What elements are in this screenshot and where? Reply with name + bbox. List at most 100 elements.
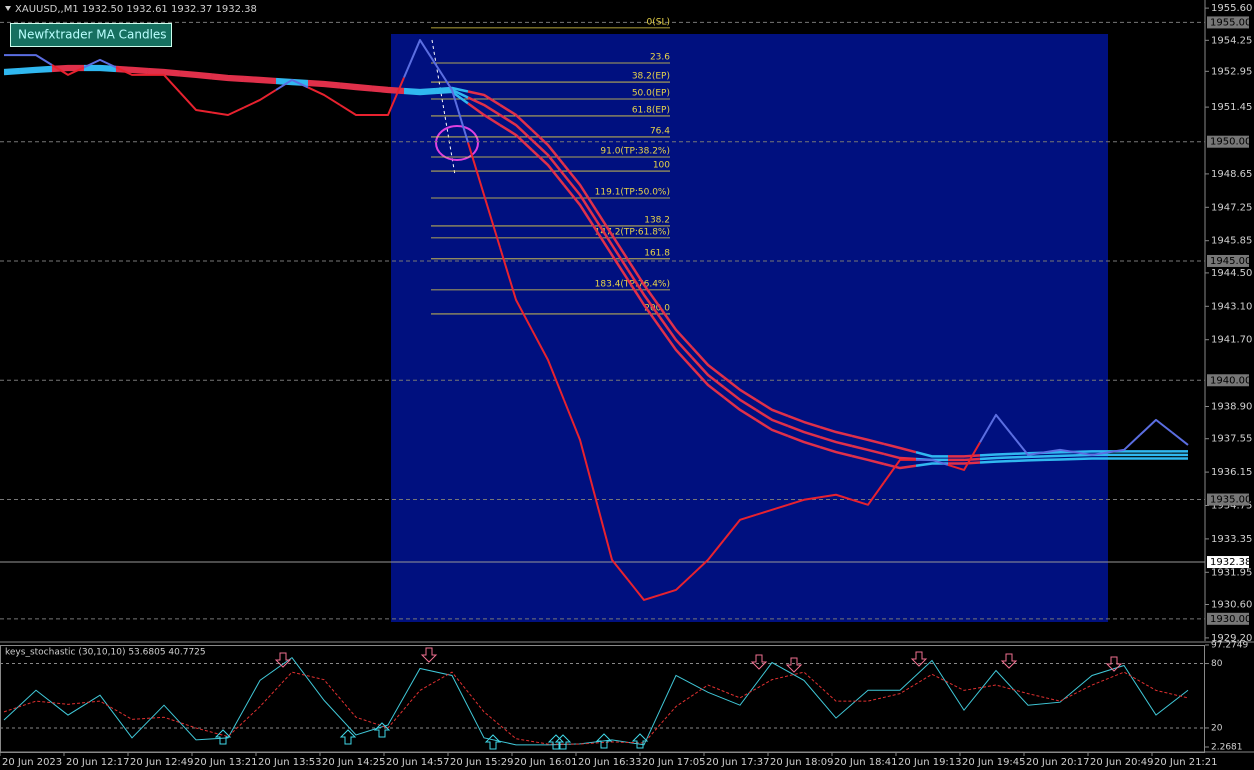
button-label[interactable]: Newfxtrader MA Candles [18, 28, 167, 42]
moving-average [755, 408, 789, 428]
moving-average [499, 113, 533, 141]
moving-average [787, 414, 821, 429]
moving-average [594, 219, 630, 271]
level-box [1207, 254, 1249, 267]
sell-arrow [910, 651, 928, 667]
moving-average [723, 376, 757, 401]
moving-average [84, 64, 117, 69]
buy-arrow [339, 729, 357, 745]
price-line [1107, 434, 1141, 454]
moving-average [594, 209, 630, 261]
moving-average [243, 75, 277, 81]
stochastic-line [3, 671, 1189, 745]
moving-average [851, 434, 885, 446]
sell-arrow [750, 654, 768, 670]
fib-label: 50.0(EP) [632, 89, 670, 99]
moving-average [658, 326, 693, 369]
y-tick-label: 1951.45 [1211, 102, 1252, 113]
moving-average [467, 102, 501, 127]
moving-average [531, 139, 565, 176]
y-tick-label: 1937.55 [1211, 434, 1252, 445]
moving-average [19, 65, 53, 71]
price-line [307, 86, 341, 106]
y-tick-label: 1952.95 [1211, 66, 1252, 77]
y-tick-label: 1941.70 [1211, 335, 1252, 346]
level-label: 1955.00 [1210, 17, 1251, 28]
moving-average [915, 450, 948, 458]
sell-arrow [1000, 653, 1018, 669]
y-tick-label: 1944.50 [1211, 268, 1252, 279]
moving-average [179, 70, 213, 76]
price-line [372, 77, 405, 116]
moving-average [658, 316, 693, 359]
x-tick-label: 20 Jun 20:49 [1090, 757, 1154, 768]
price-line [275, 78, 309, 91]
buy-arrow [373, 722, 391, 738]
moving-average [563, 174, 598, 221]
stochastic-line [3, 656, 1189, 746]
x-tick-label: 20 Jun 17:37 [706, 757, 770, 768]
indicator-button[interactable]: Newfxtrader MA Candles [10, 23, 172, 47]
price-line [20, 54, 53, 66]
level-label: 1930.00 [1210, 614, 1251, 625]
moving-average [979, 456, 1013, 461]
moving-average [531, 149, 565, 186]
fib-label: 119.1(TP:50.0%) [595, 188, 670, 198]
y-tick-label: 1930.60 [1211, 600, 1252, 611]
x-tick-label: 20 Jun 13:21 [194, 757, 258, 768]
moving-average [787, 434, 821, 449]
level-box [1207, 135, 1249, 148]
price-line [883, 458, 916, 483]
moving-average [84, 68, 117, 73]
signal-arrows [214, 647, 1123, 750]
level-box [1207, 612, 1249, 625]
x-tick-label: 20 Jun 20:17 [1026, 757, 1090, 768]
price-line [403, 39, 437, 78]
price-line [83, 58, 117, 69]
fib-label: 183.4(TP:76.4%) [595, 279, 670, 289]
x-tick-label: 20 Jun 16:01 [514, 757, 578, 768]
sell-arrow [1105, 656, 1123, 672]
moving-average [1011, 458, 1045, 463]
price-line [916, 458, 949, 466]
moving-average [755, 418, 789, 438]
moving-average [19, 67, 53, 73]
buy-arrow [214, 729, 232, 745]
level-label: 1940.00 [1210, 375, 1251, 386]
moving-average [626, 269, 662, 319]
y-tick-label: 1954.25 [1211, 35, 1252, 46]
y-tick-label: 80 [1211, 659, 1223, 669]
price-line [339, 104, 372, 116]
symbol-menu[interactable] [5, 6, 11, 11]
fib-label: 23.6 [650, 52, 670, 62]
buy-arrow [631, 733, 649, 749]
moving-average [851, 444, 885, 456]
fib-label: 161.8 [644, 248, 670, 258]
price-line [1075, 451, 1109, 456]
x-tick-label: 20 Jun 19:45 [962, 757, 1026, 768]
price-line [1139, 418, 1173, 436]
y-tick-label: 1938.90 [1211, 401, 1252, 412]
moving-average [307, 79, 341, 85]
moving-average [883, 442, 917, 454]
moving-average [3, 69, 21, 74]
moving-average [243, 77, 277, 83]
price-line [531, 329, 565, 401]
level-label: 1950.00 [1210, 137, 1251, 148]
price-line [499, 247, 533, 331]
x-tick-label: 20 Jun 13:53 [258, 757, 322, 768]
price-line [148, 73, 181, 94]
moving-average [147, 69, 181, 75]
y-tick-label: 1948.65 [1211, 169, 1252, 180]
button-frame[interactable] [10, 23, 172, 47]
moving-average [979, 459, 1013, 464]
price-line [691, 539, 725, 576]
moving-average [403, 91, 437, 96]
price-line [179, 91, 213, 114]
fib-label: 61.8(EP) [632, 105, 670, 115]
price-line [787, 496, 821, 506]
x-tick-label: 20 Jun 12:17 [66, 757, 130, 768]
moving-average [339, 82, 373, 88]
moving-average [755, 398, 789, 418]
